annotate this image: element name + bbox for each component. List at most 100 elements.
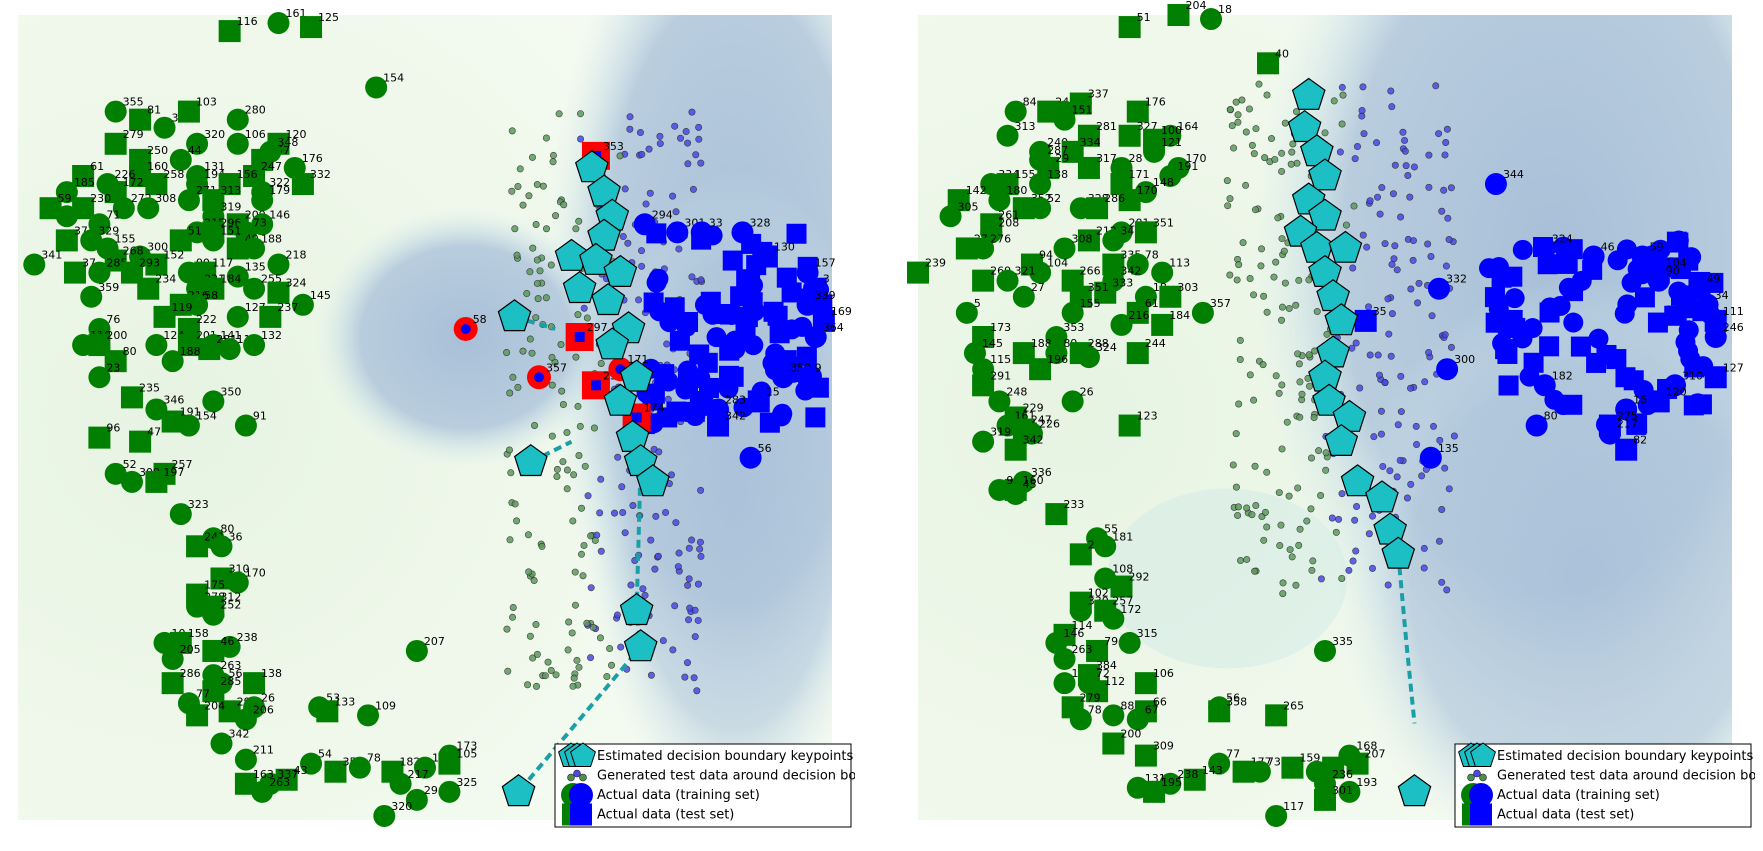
test-data-point	[1359, 231, 1367, 239]
test-data-point	[1223, 177, 1231, 185]
data-point	[226, 237, 249, 260]
test-data-point	[568, 629, 576, 637]
test-data-point	[1235, 400, 1243, 408]
point-label: 96	[106, 422, 120, 435]
test-data-point	[509, 603, 517, 611]
point-label: 5	[974, 297, 981, 310]
test-data-point	[1234, 503, 1242, 511]
data-point	[405, 639, 428, 662]
test-data-point	[1275, 489, 1283, 497]
test-data-point	[1292, 108, 1300, 116]
point-label: 238	[237, 631, 258, 644]
point-label: 333	[1112, 277, 1133, 290]
test-data-point	[1338, 574, 1346, 582]
test-data-point	[1317, 492, 1325, 500]
test-data-point	[1228, 122, 1236, 130]
point-label: 233	[1063, 498, 1084, 511]
test-data-point	[1250, 291, 1258, 299]
point-label: 266	[1080, 265, 1101, 278]
class-b-point	[1563, 312, 1584, 333]
point-label: 342	[725, 410, 746, 423]
point-label: 82	[1633, 434, 1647, 447]
test-data-point	[1294, 484, 1302, 492]
point-label: 292	[1129, 571, 1150, 584]
data-point	[1029, 173, 1052, 196]
point-label: 170	[1185, 152, 1206, 165]
keypoint-marker	[1324, 423, 1359, 456]
point-label: 112	[1104, 675, 1125, 688]
test-data-point	[1234, 118, 1242, 126]
test-data-point	[618, 483, 626, 491]
class-b-point	[722, 250, 743, 271]
data-point	[1094, 535, 1117, 558]
legend-marker	[1469, 783, 1493, 807]
point-label: 172	[123, 176, 144, 189]
point-label: 135	[1438, 442, 1459, 455]
point-label: 353	[603, 140, 624, 153]
point-label: 34	[1120, 224, 1134, 237]
test-data-point	[1407, 384, 1415, 392]
data-point	[186, 704, 209, 727]
class-b-point	[1681, 247, 1702, 268]
point-label: 123	[1137, 410, 1158, 423]
test-data-point	[1235, 261, 1243, 269]
test-data-point	[547, 666, 555, 674]
test-data-point	[532, 314, 540, 322]
point-label: 263	[269, 776, 290, 789]
point-label: 323	[188, 498, 209, 511]
point-label: 130	[774, 241, 795, 254]
class-b-point	[1563, 281, 1584, 302]
keypoint-marker	[1340, 464, 1375, 497]
point-label: 106	[245, 128, 266, 141]
test-data-point	[1365, 303, 1373, 311]
test-data-point	[597, 359, 605, 367]
data-point	[1126, 708, 1149, 731]
test-data-point	[526, 268, 534, 276]
test-data-point	[1251, 206, 1259, 214]
test-data-point	[1313, 308, 1321, 316]
point-label: 185	[74, 176, 95, 189]
point-label: 100	[1161, 124, 1182, 137]
point-label: 116	[237, 15, 258, 28]
data-point	[1086, 639, 1109, 662]
data-point	[707, 414, 730, 437]
data-point	[210, 535, 233, 558]
test-data-point	[1309, 557, 1317, 565]
data-point	[1647, 390, 1670, 413]
test-data-point	[1251, 567, 1259, 575]
test-data-point	[1263, 468, 1271, 476]
point-label: 276	[990, 232, 1011, 245]
data-point	[251, 213, 274, 236]
test-data-point	[553, 472, 561, 480]
test-data-point	[683, 659, 691, 667]
test-data-point	[1388, 103, 1396, 111]
point-label: 135	[245, 261, 266, 274]
point-label: 27	[1031, 281, 1045, 294]
point-label: 15	[766, 385, 780, 398]
data-point	[129, 108, 152, 131]
test-data-point	[672, 519, 680, 527]
test-data-point	[1233, 276, 1241, 284]
test-data-point	[533, 256, 541, 264]
test-data-point	[1441, 464, 1449, 472]
point-label: 51	[1137, 11, 1151, 24]
point-label: 265	[1283, 699, 1304, 712]
data-point	[405, 788, 428, 811]
data-point	[177, 100, 200, 123]
legend-entry: Actual data (test set)	[597, 808, 734, 823]
test-data-point	[1440, 186, 1448, 194]
test-data-point	[1252, 502, 1260, 510]
point-label: 334	[1080, 136, 1101, 149]
test-data-point	[1353, 143, 1361, 151]
test-data-point	[1307, 505, 1315, 513]
data-point	[1061, 390, 1084, 413]
point-label: 351	[1088, 281, 1109, 294]
test-data-point	[651, 565, 659, 573]
point-label: 308	[1072, 232, 1093, 245]
point-label: 281	[1096, 120, 1117, 133]
test-data-point	[538, 542, 546, 550]
test-data-point	[1349, 264, 1357, 272]
point-label: 303	[1177, 281, 1198, 294]
data-point	[1159, 165, 1182, 187]
test-data-point	[1420, 544, 1428, 552]
